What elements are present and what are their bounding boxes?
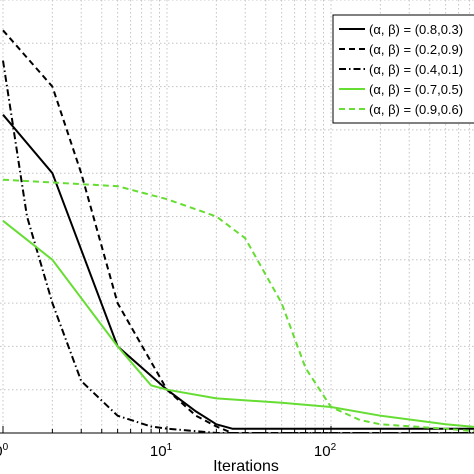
- series-line-1: [2, 114, 474, 430]
- x-tick-label: 101: [150, 442, 173, 460]
- series-line-4: [2, 220, 474, 428]
- series-line-3: [2, 60, 474, 433]
- x-axis-label: Iterations: [213, 458, 279, 474]
- legend-label: (α, β) = (0.9,0.6): [369, 102, 463, 117]
- series-lines: [2, 29, 474, 433]
- legend-label: (α, β) = (0.8,0.3): [369, 22, 463, 37]
- legend-label: (α, β) = (0.4,0.1): [369, 62, 463, 77]
- x-tick-labels: 100 101 102: [0, 442, 337, 460]
- grid-lines: [0, 0, 474, 434]
- legend-label: (α, β) = (0.2,0.9): [369, 42, 463, 57]
- x-ticks: [2, 426, 471, 433]
- series-line-5: [2, 178, 474, 433]
- x-tick-label: 100: [0, 442, 9, 460]
- legend-label: (α, β) = (0.7,0.5): [369, 82, 463, 97]
- legend: (α, β) = (0.8,0.3) (α, β) = (0.2,0.9) (α, …: [332, 14, 474, 124]
- series-line-2: [2, 29, 474, 433]
- x-tick-label: 102: [314, 442, 337, 460]
